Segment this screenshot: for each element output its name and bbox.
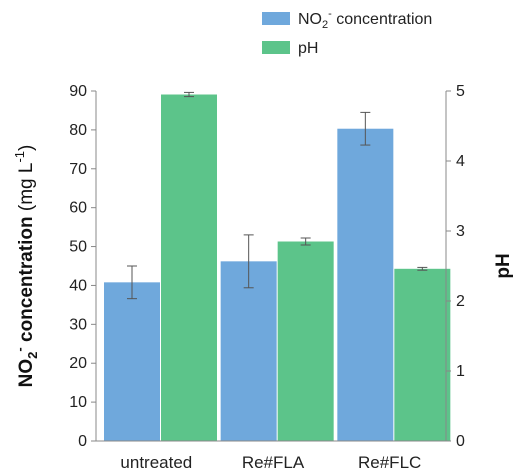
left-tick-label: 90 <box>69 83 87 100</box>
right-tick-label: 4 <box>456 153 465 170</box>
bar-no2-refla <box>220 261 277 441</box>
category-label: untreated <box>120 453 192 472</box>
legend-label-ph: pH <box>298 40 318 57</box>
legend-label-no2: NO2- concentration <box>298 8 432 31</box>
legend: NO2- concentration pH <box>262 8 432 57</box>
right-tick-label: 3 <box>456 223 465 240</box>
right-tick-label: 5 <box>456 83 465 100</box>
legend-swatch-no2 <box>262 12 290 25</box>
error-bar-no2-untreated <box>127 265 137 300</box>
left-tick-label: 0 <box>78 433 87 450</box>
left-tick-label: 10 <box>69 394 87 411</box>
bar-no2-reflc <box>337 128 394 441</box>
left-tick-label: 20 <box>69 355 87 372</box>
error-bar-ph-reflc <box>417 266 428 271</box>
category-label: Re#FLA <box>242 453 305 472</box>
bar-ph-untreated <box>161 94 217 441</box>
error-bar-no2-reflc <box>360 111 371 146</box>
left-tick-label: 70 <box>69 161 87 178</box>
bars <box>104 94 451 441</box>
right-tick-label: 2 <box>456 293 465 310</box>
left-tick-label: 40 <box>69 277 87 294</box>
bar-ph-refla <box>277 241 334 441</box>
error-bar-no2-refla <box>243 234 254 289</box>
right-tick-label: 1 <box>456 363 465 380</box>
bar-ph-reflc <box>394 268 451 441</box>
left-tick-label: 30 <box>69 316 87 333</box>
left-axis-ticks: 0 10 20 30 40 50 60 70 80 90 <box>69 83 96 450</box>
error-bars <box>127 91 428 300</box>
left-tick-label: 50 <box>69 239 87 256</box>
left-tick-label: 80 <box>69 122 87 139</box>
left-tick-label: 60 <box>69 200 87 217</box>
left-axis-title: NO2- concentration (mg L-1) <box>12 145 40 388</box>
legend-swatch-ph <box>262 41 290 54</box>
error-bar-ph-refla <box>300 237 311 246</box>
right-tick-label: 0 <box>456 433 465 450</box>
right-axis-title: pH <box>493 253 514 278</box>
right-axis-ticks: 0 1 2 3 4 5 <box>446 83 465 450</box>
category-labels: untreated Re#FLA Re#FLC <box>120 453 421 472</box>
error-bar-ph-untreated <box>184 91 194 98</box>
category-label: Re#FLC <box>358 453 421 472</box>
bar-no2-untreated <box>104 282 160 441</box>
